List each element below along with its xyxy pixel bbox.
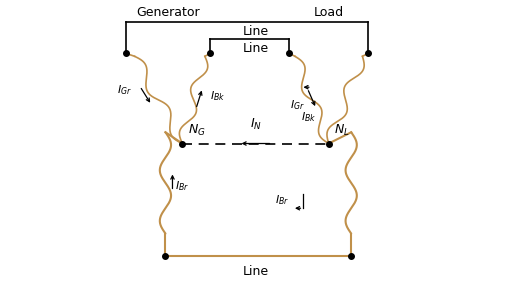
Text: Generator: Generator — [136, 5, 200, 19]
Text: $I_{Br}$: $I_{Br}$ — [175, 179, 190, 193]
Text: $N_G$: $N_G$ — [188, 123, 205, 138]
Text: $I_N$: $I_N$ — [249, 117, 262, 132]
Text: Line: Line — [242, 265, 269, 278]
Text: $I_{Gr}$: $I_{Gr}$ — [290, 98, 305, 112]
Text: Line: Line — [242, 42, 269, 55]
Text: $N_L$: $N_L$ — [334, 123, 350, 138]
Text: Load: Load — [314, 5, 344, 19]
Text: $I_{Br}$: $I_{Br}$ — [275, 193, 289, 207]
Text: Line: Line — [242, 25, 269, 38]
Text: $I_{Bk}$: $I_{Bk}$ — [211, 89, 226, 102]
Text: $I_{Bk}$: $I_{Bk}$ — [301, 110, 317, 123]
Text: $I_{Gr}$: $I_{Gr}$ — [117, 83, 132, 97]
